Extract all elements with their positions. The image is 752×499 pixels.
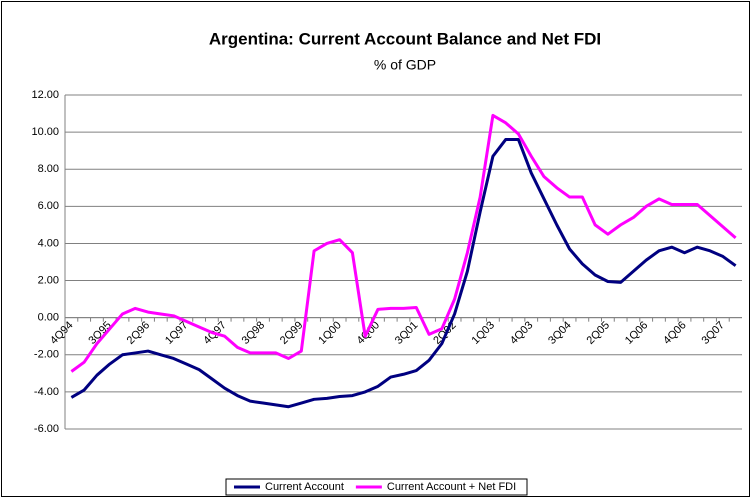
y-tick-label: -2.00	[34, 349, 59, 361]
legend-label: Current Account	[265, 481, 344, 493]
y-tick-label: 10.00	[31, 126, 59, 138]
y-tick-label: 6.00	[38, 200, 59, 212]
series-line	[70, 138, 737, 409]
y-tick-label: 2.00	[38, 274, 59, 286]
chart-subtitle: % of GDP	[374, 57, 436, 73]
legend-label: Current Account + Net FDI	[387, 481, 516, 493]
y-tick-label: -4.00	[34, 386, 59, 398]
y-tick-label: 8.00	[38, 163, 59, 175]
y-tick-label: -6.00	[34, 423, 59, 435]
chart-title: Argentina: Current Account Balance and N…	[209, 29, 601, 48]
y-tick-label: 0.00	[38, 312, 59, 324]
y-tick-label: 4.00	[38, 237, 59, 249]
y-tick-label: 12.00	[31, 89, 59, 101]
series-line	[70, 113, 737, 373]
